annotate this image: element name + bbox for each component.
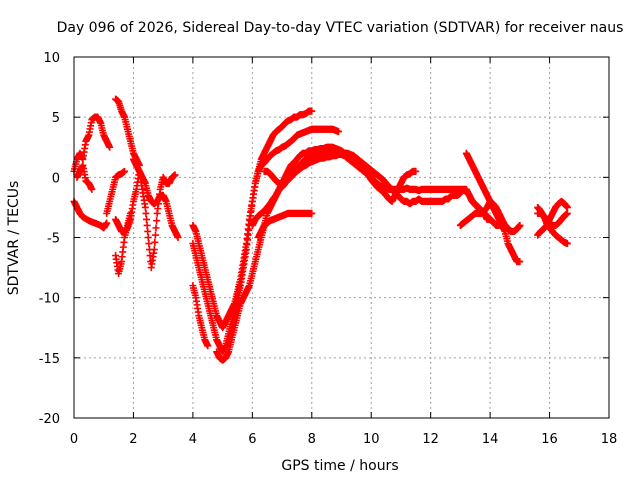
data-point (151, 231, 159, 239)
data-point (563, 203, 571, 211)
data-point (144, 234, 152, 241)
chart-title: Day 096 of 2026, Sidereal Day-to-day VTE… (57, 20, 624, 36)
series-pass-q (462, 149, 524, 266)
data-point (171, 171, 179, 179)
data-point (103, 219, 111, 227)
grid-layer (74, 57, 609, 418)
data-point (143, 221, 151, 229)
data-point (152, 224, 160, 232)
x-tick-label: 14 (482, 432, 499, 447)
series-pass-j (189, 125, 343, 356)
tick-layer: 0 2 4 6 8 10 12 14 16 18 -20 -15 -10 -5 0 5 10 (39, 51, 618, 447)
data-point (563, 209, 571, 217)
series-pass-a (70, 113, 114, 175)
data-point (142, 209, 150, 217)
data-point (486, 215, 494, 223)
x-tick-label: 10 (363, 432, 380, 447)
series-pass-o (254, 209, 316, 241)
y-tick-label: -5 (47, 232, 60, 247)
plot-frame (73, 56, 610, 419)
x-tick-label: 6 (248, 432, 256, 447)
series-pass-n (248, 149, 494, 229)
data-point (412, 167, 420, 175)
y-tick-label: -20 (39, 412, 60, 427)
data-point (516, 221, 524, 229)
series-pass-t (534, 203, 571, 248)
x-tick-label: 2 (129, 432, 137, 447)
data-point (88, 185, 96, 193)
x-tick-label: 4 (189, 432, 197, 447)
data-layer (70, 95, 571, 364)
series-pass-d (103, 167, 129, 217)
y-tick-label: 5 (52, 111, 60, 126)
data-point (153, 217, 161, 225)
data-point (308, 209, 316, 217)
data-point (141, 203, 149, 211)
y-tick-label: 0 (52, 171, 60, 186)
series-pass-k (189, 282, 212, 350)
y-axis-label: SDTVAR / TECUs (6, 181, 22, 296)
x-axis-label: GPS time / hours (281, 458, 398, 474)
data-point (144, 227, 152, 235)
y-tick-label: -15 (39, 352, 60, 367)
x-tick-label: 16 (541, 432, 558, 447)
x-tick-label: 8 (308, 432, 316, 447)
data-point (335, 128, 343, 136)
y-tick-label: 10 (43, 51, 60, 66)
data-point (563, 240, 571, 248)
series-pass-b (70, 197, 111, 232)
series-pass-e (112, 95, 143, 169)
data-point (308, 107, 316, 115)
data-point (106, 143, 114, 151)
x-tick-label: 12 (422, 432, 439, 447)
x-tick-label: 0 (70, 432, 78, 447)
series-pass-h (129, 155, 179, 272)
data-point (143, 215, 151, 223)
series-pass-c (73, 161, 96, 193)
data-point (204, 342, 212, 350)
data-point (174, 234, 182, 241)
data-point (150, 246, 158, 254)
series-pass-g (112, 167, 182, 241)
data-point (145, 240, 153, 248)
y-tick-label: -10 (39, 292, 60, 307)
data-point (516, 258, 524, 266)
data-point (121, 167, 129, 175)
data-point (151, 238, 159, 246)
x-tick-label: 18 (601, 432, 618, 447)
